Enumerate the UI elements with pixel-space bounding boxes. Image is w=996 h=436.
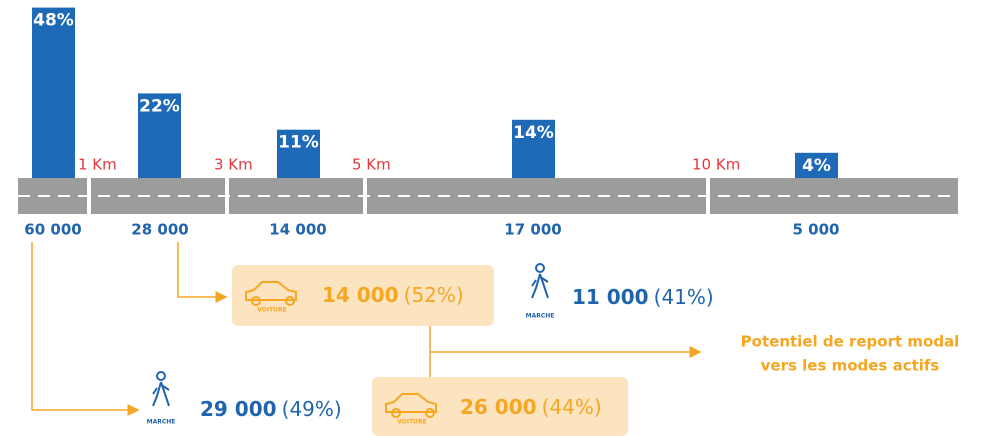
note: vers les modes actifs: [761, 357, 940, 375]
flow: 11 000 (41%): [572, 285, 714, 309]
count: 28 000: [131, 221, 188, 239]
icon-label: VOITURE: [257, 307, 287, 314]
flow-count: 11 000: [572, 285, 649, 309]
bar: [512, 119, 555, 178]
bar-label: 14%: [513, 123, 554, 143]
bar: [32, 7, 75, 178]
distance: 5 Km: [352, 156, 391, 174]
bar-label: 48%: [33, 11, 74, 31]
count: 60 000: [24, 221, 81, 239]
flow-count: 29 000: [200, 397, 277, 421]
flow-count: 26 000: [460, 395, 537, 419]
flow: 29 000 (49%): [200, 397, 342, 421]
connectors: [31, 242, 702, 416]
distance: 3 Km: [214, 156, 253, 174]
count: 14 000: [269, 221, 326, 239]
flow-count: 14 000: [322, 283, 399, 307]
car-box: [232, 265, 494, 326]
count: 17 000: [504, 221, 561, 239]
note: Potentiel de report modal: [741, 333, 960, 351]
icon-label: MARCHE: [526, 313, 555, 320]
flow-share: (41%): [654, 285, 714, 309]
bar: [795, 152, 838, 178]
flow: 26 000 (44%): [460, 395, 602, 419]
icon-label: MARCHE: [147, 419, 176, 426]
flow: 14 000 (52%): [322, 283, 464, 307]
car-icon: [245, 281, 437, 418]
car-box: [372, 377, 628, 436]
count: 5 000: [793, 221, 840, 239]
bar-label: 22%: [139, 96, 180, 116]
walk-icon: [152, 263, 549, 407]
icon-label: VOITURE: [397, 419, 427, 426]
distance: 1 Km: [78, 156, 117, 174]
bar: [277, 129, 320, 178]
bar-label: 11%: [278, 133, 319, 153]
distance: 10 Km: [692, 156, 740, 174]
flow-share: (49%): [282, 397, 342, 421]
flow-share: (52%): [404, 283, 464, 307]
flow-share: (44%): [542, 395, 602, 419]
road-separators: [87, 178, 710, 214]
bar-label: 4%: [802, 156, 831, 176]
bar: [138, 93, 181, 178]
